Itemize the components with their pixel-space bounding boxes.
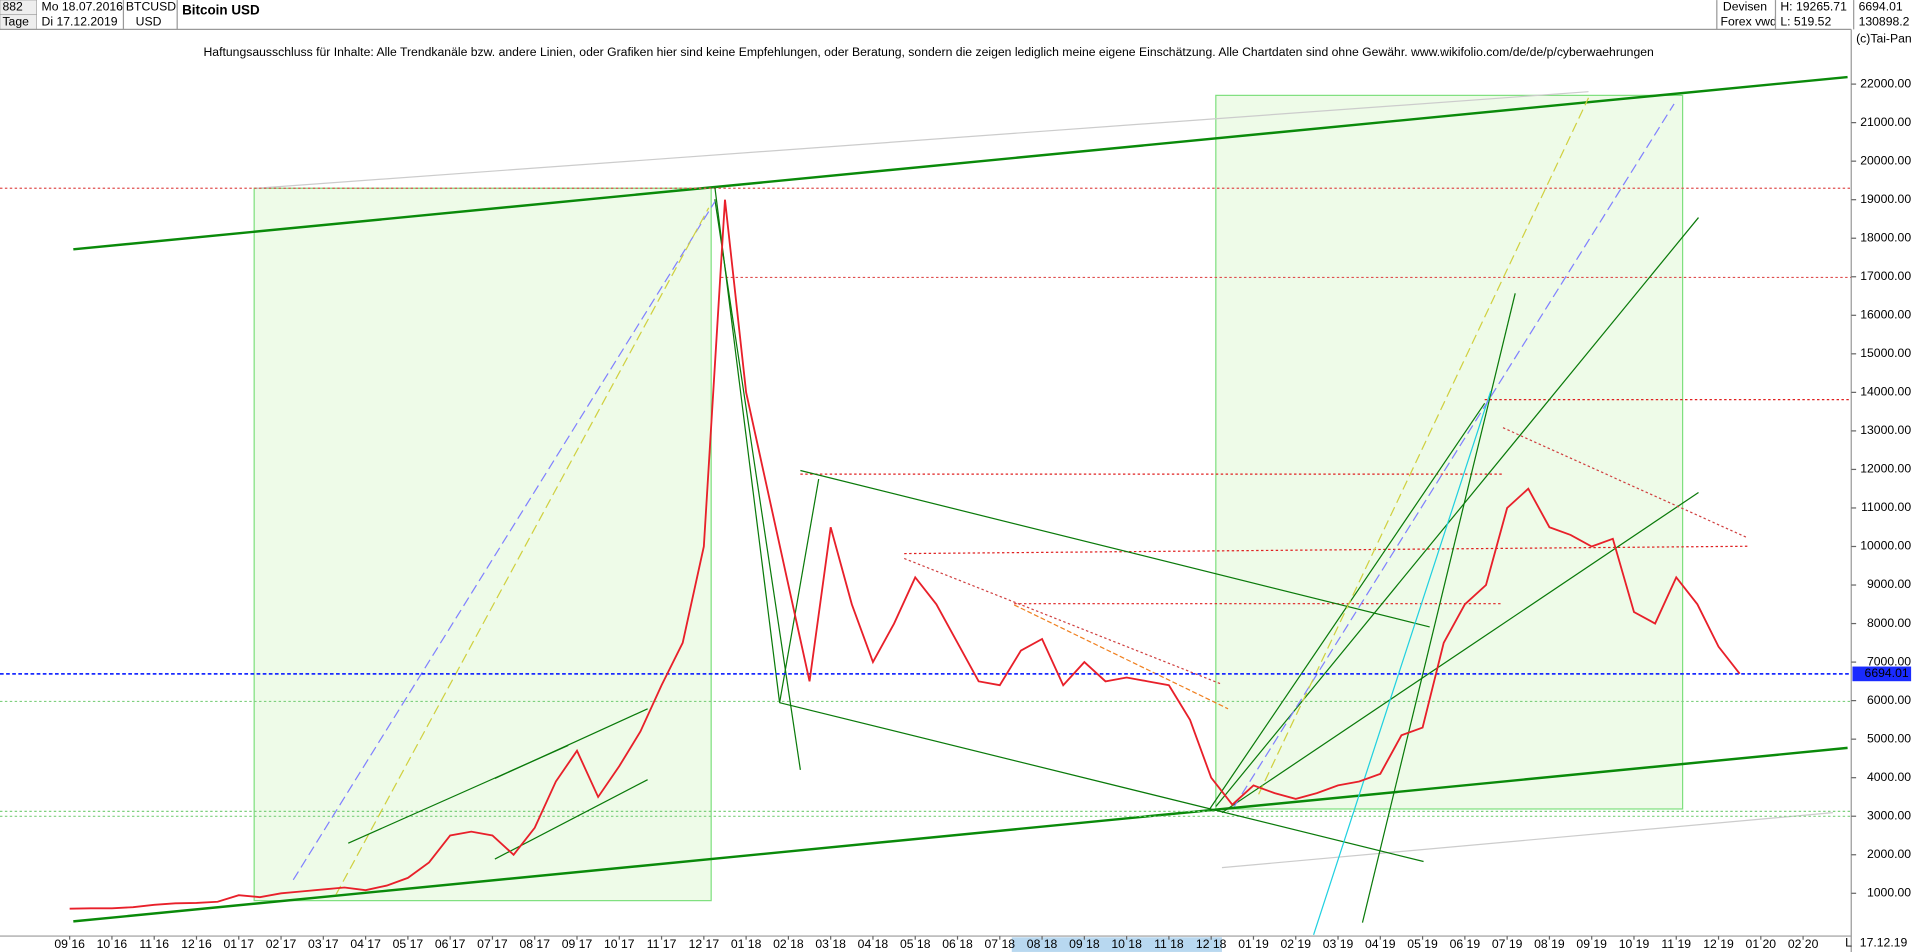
x-tick-label: 08 18 (1027, 937, 1058, 951)
x-tick-label: 05 18 (900, 937, 931, 951)
currency: USD (136, 14, 162, 28)
y-tick-label: 13000.00 (1860, 423, 1911, 437)
x-tick-label: 08 19 (1534, 937, 1565, 951)
x-tick-label: 12 16 (181, 937, 212, 951)
x-tick-label: 01 19 (1238, 937, 1269, 951)
y-tick-label: 17000.00 (1860, 269, 1911, 283)
period[interactable]: Tage (2, 14, 29, 28)
x-tick-label: 03 17 (308, 937, 339, 951)
y-tick-label: 8000.00 (1867, 616, 1911, 630)
x-tick-label: 03 18 (815, 937, 846, 951)
y-tick-label: 12000.00 (1860, 462, 1911, 476)
y-tick-label: 4000.00 (1867, 770, 1911, 784)
x-tick-label: 11 16 (139, 937, 169, 951)
y-tick-label: 11000.00 (1861, 500, 1911, 514)
x-tick-label: 04 17 (350, 937, 381, 951)
x-tick-label: 04 19 (1365, 937, 1396, 951)
price-line (69, 199, 1741, 910)
brand: (c)Tai-Pan (1856, 31, 1912, 45)
y-tick-label: 7000.00 (1867, 654, 1911, 668)
x-tick-label: 11 17 (647, 937, 677, 951)
x-tick-label: 06 19 (1450, 937, 1481, 951)
count[interactable]: 882 (2, 0, 23, 14)
x-tick-label: 02 18 (773, 937, 804, 951)
high: H: 19265.71 (1780, 0, 1847, 14)
x-tick-label: 08 17 (519, 937, 550, 951)
y-tick-label: 10000.00 (1860, 539, 1911, 553)
chart-title: Bitcoin USD (182, 3, 260, 18)
x-tick-label: 07 18 (985, 937, 1016, 951)
y-tick-label: 18000.00 (1860, 230, 1911, 244)
x-tick-label: 10 17 (604, 937, 635, 951)
x-tick-label: 01 17 (223, 937, 254, 951)
footer-date: 17.12.19 (1860, 936, 1908, 950)
x-tick-label: 09 16 (54, 937, 85, 951)
y-tick-label: 2000.00 (1867, 847, 1911, 861)
x-tick-label: 07 17 (477, 937, 508, 951)
x-tick-label: 01 20 (1746, 937, 1777, 951)
x-tick-label: 01 18 (731, 937, 762, 951)
y-tick-label: 1000.00 (1867, 886, 1911, 900)
x-tick-label: 06 18 (942, 937, 973, 951)
y-tick-label: 21000.00 (1860, 115, 1911, 129)
x-tick-label: 04 18 (858, 937, 889, 951)
x-tick-label: 09 18 (1069, 937, 1100, 951)
x-tick-label: 06 17 (435, 937, 466, 951)
last: 6694.01 (1859, 0, 1903, 14)
start-date: Mo 18.07.2016 (42, 0, 124, 14)
volume: 130898.2 (1859, 14, 1910, 28)
y-tick-label: 9000.00 (1867, 577, 1911, 591)
y-tick-label: 19000.00 (1860, 192, 1911, 206)
x-tick-label: 07 19 (1492, 937, 1523, 951)
x-tick-label: 11 19 (1661, 937, 1691, 951)
x-tick-label: 12 19 (1703, 937, 1734, 951)
x-tick-label: 11 18 (1154, 937, 1184, 951)
x-tick-label: 05 17 (393, 937, 424, 951)
symbol: BTCUSD (126, 0, 176, 14)
footer-left: L (1845, 936, 1852, 950)
x-tick-label: 02 17 (266, 937, 297, 951)
x-tick-label: 02 20 (1788, 937, 1819, 951)
y-tick-label: 6000.00 (1867, 693, 1911, 707)
x-tick-label: 12 18 (1196, 937, 1227, 951)
y-tick-label: 14000.00 (1860, 385, 1911, 399)
x-tick-label: 03 19 (1323, 937, 1354, 951)
x-tick-label: 05 19 (1407, 937, 1438, 951)
x-tick-label: 09 17 (562, 937, 593, 951)
x-tick-label: 10 16 (97, 937, 128, 951)
x-tick-label: 09 19 (1576, 937, 1607, 951)
reference-label: 6694.01 (1865, 666, 1909, 680)
y-tick-label: 15000.00 (1860, 346, 1911, 360)
low: L: 519.52 (1780, 14, 1831, 28)
disclaimer: Haftungsausschluss für Inhalte: Alle Tre… (203, 45, 1653, 59)
y-tick-label: 22000.00 (1860, 76, 1911, 90)
market: Devisen (1723, 0, 1767, 14)
x-axis: L 17.12.19 (0, 29, 1908, 952)
x-tick-label: 12 17 (689, 937, 720, 951)
y-tick-label: 20000.00 (1860, 153, 1911, 167)
x-tick-label: 10 19 (1619, 937, 1650, 951)
x-tick-label: 10 18 (1111, 937, 1142, 951)
source: Forex vwd (1720, 14, 1776, 28)
end-date: Di 17.12.2019 (42, 14, 118, 28)
x-tick-label: 02 19 (1280, 937, 1311, 951)
y-tick-label: 16000.00 (1860, 308, 1911, 322)
drawings (0, 75, 1852, 936)
y-tick-label: 5000.00 (1867, 731, 1911, 745)
reference-label-box (1852, 666, 1912, 682)
header: 882 Mo 18.07.2016 Tage Di 17.12.2019 BTC… (0, 0, 1916, 45)
y-tick-label: 3000.00 (1867, 808, 1911, 822)
